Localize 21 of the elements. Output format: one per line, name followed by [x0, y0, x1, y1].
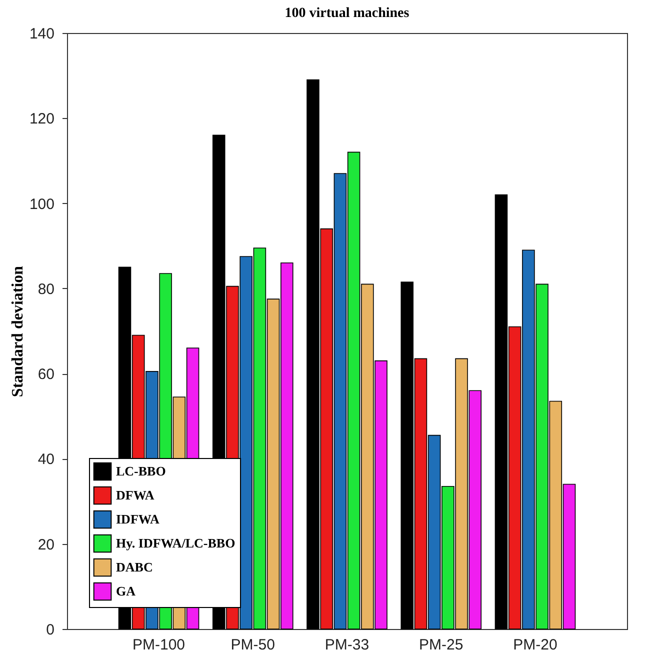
y-tick-label: 140 [29, 26, 54, 42]
x-tick-label: PM-20 [513, 636, 558, 654]
legend-label: DABC [116, 560, 153, 574]
x-tick-label: PM-33 [324, 636, 370, 654]
y-tick-label: 60 [38, 366, 54, 384]
y-tick-label: 120 [29, 110, 54, 128]
y-axis-title: Standard deviation [9, 266, 26, 398]
legend-label: LC-BBO [116, 464, 166, 478]
y-tick-label: 40 [38, 451, 54, 468]
x-tick-label: PM-100 [132, 636, 186, 654]
y-tick-label: 100 [29, 196, 54, 213]
legend-label: Hy. IDFWA/LC-BBO [116, 536, 236, 550]
x-tick-label: PM-25 [419, 636, 464, 654]
chart-title: 100 virtual machines [284, 6, 410, 21]
y-tick-label: 20 [38, 536, 54, 554]
legend-label: DFWA [116, 488, 155, 502]
x-tick-label: PM-50 [230, 636, 275, 654]
legend-label: IDFWA [116, 512, 160, 526]
y-tick-label: 0 [46, 622, 54, 638]
y-tick-label: 80 [38, 280, 54, 298]
legend-label: GA [116, 584, 136, 598]
